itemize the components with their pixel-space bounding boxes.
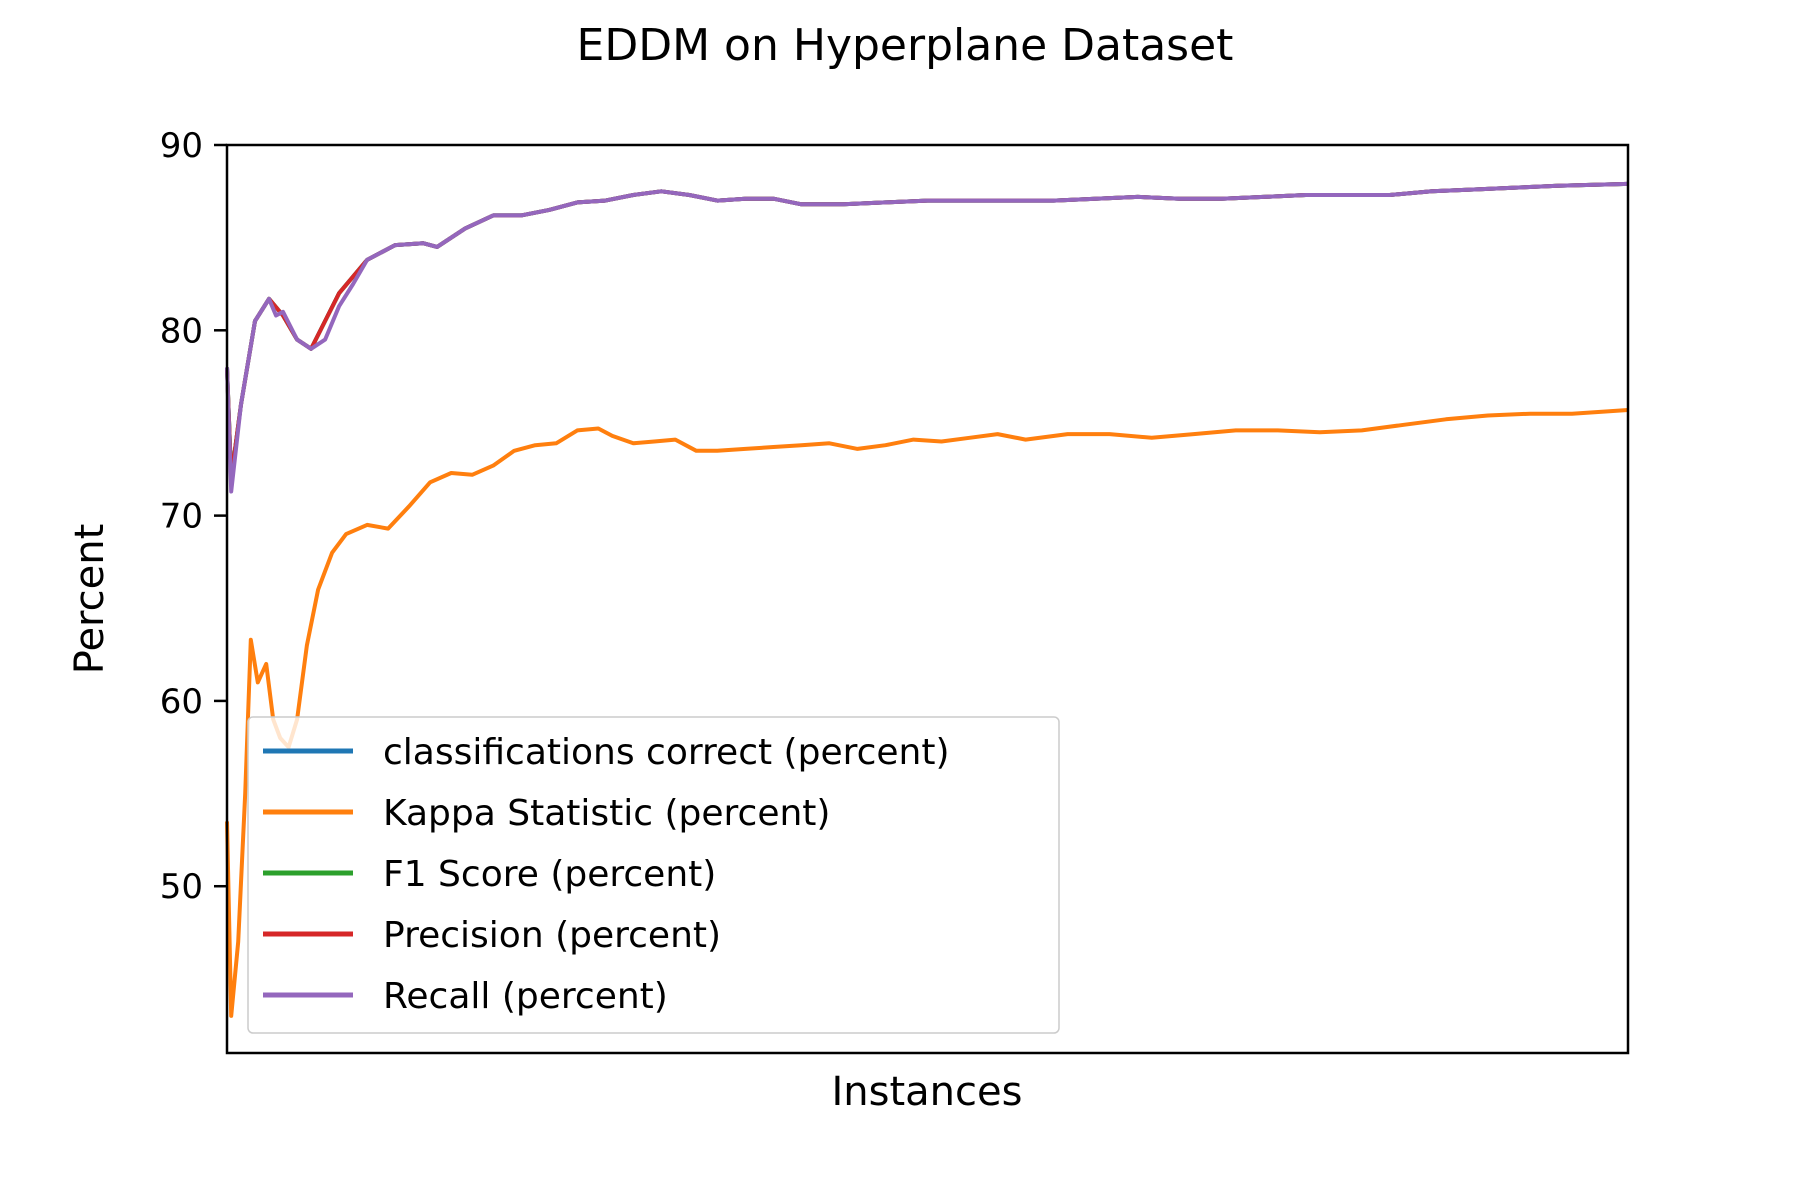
y-axis: 50 60 70 80 90 <box>160 126 227 907</box>
legend-label-2: F1 Score (percent) <box>383 854 716 895</box>
legend-label-4: Recall (percent) <box>383 976 668 1017</box>
chart-title: EDDM on Hyperplane Dataset <box>577 20 1234 71</box>
legend-box <box>247 716 1060 1034</box>
y-tick-label-1: 60 <box>160 682 203 722</box>
y-tick-label-4: 90 <box>160 126 203 166</box>
y-tick-label-3: 80 <box>160 311 203 351</box>
y-tick-label-0: 50 <box>160 867 203 907</box>
y-tick-label-2: 70 <box>160 497 203 537</box>
legend-label-3: Precision (percent) <box>383 915 721 956</box>
y-axis-label: Percent <box>67 524 113 675</box>
plot-frame <box>225 143 1630 1055</box>
series-line-4 <box>225 181 1629 494</box>
legend-label-0: classifications correct (percent) <box>383 732 950 773</box>
legend-label-1: Kappa Statistic (percent) <box>383 793 830 834</box>
x-axis-label: Instances <box>832 1069 1023 1115</box>
legend: classifications correct (percent) Kappa S… <box>247 716 1060 1034</box>
